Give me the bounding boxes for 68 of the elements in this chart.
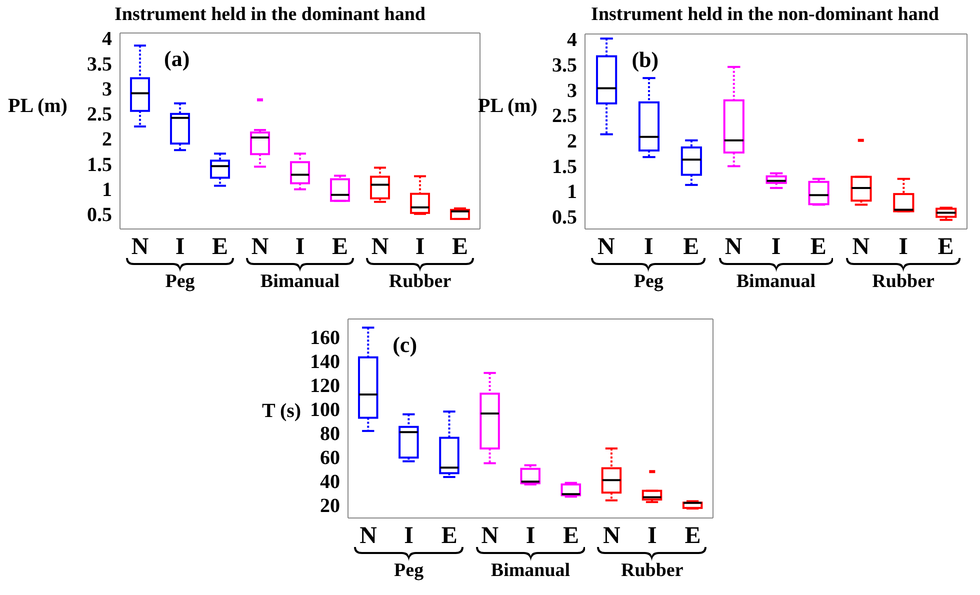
y-axis-title: PL (m) (8, 95, 68, 118)
x-tick-label: I (526, 523, 536, 550)
x-tick-label: E (441, 523, 458, 550)
annotation: (b) (632, 47, 659, 73)
x-tick-label: I (644, 234, 654, 260)
text: Bimanual (735, 271, 817, 293)
y-tick-label: 1.5 (552, 156, 577, 178)
x-tick-label: E (938, 234, 954, 260)
y-tick-label: 3.5 (552, 54, 577, 76)
y-tick-label: 100 (310, 399, 340, 422)
chart-title: Instrument held in the non-dominant hand (590, 4, 940, 26)
x-tick-label: N (724, 234, 743, 260)
chart-title: Instrument held in the dominant hand (114, 4, 426, 26)
x-tick-label: I (295, 234, 305, 260)
y-tick-label: 1 (102, 178, 112, 201)
x-tick-label: I (647, 523, 657, 550)
text: Peg (165, 271, 195, 292)
y-tick-label: 3 (102, 78, 112, 100)
y-tick-label: 80 (320, 422, 340, 445)
y-tick-label: 2 (102, 128, 112, 151)
y-tick-label: 4 (102, 28, 112, 50)
x-tick-label: I (898, 234, 908, 260)
y-tick-label: 120 (310, 375, 340, 398)
x-tick-label: E (332, 234, 348, 260)
y-tick-label: 3.5 (87, 53, 112, 76)
y-tick-label: 3 (567, 80, 577, 102)
x-tick-label: I (771, 234, 781, 260)
x-tick-label: E (212, 234, 228, 260)
y-axis-title: T (s) (262, 400, 302, 423)
y-tick-label: 4 (567, 29, 577, 52)
x-tick-label: I (175, 234, 185, 260)
y-tick-label: 40 (320, 470, 340, 493)
y-tick-label: 2 (567, 130, 577, 152)
text: Bimanual (259, 271, 341, 293)
x-tick-label: E (684, 523, 701, 550)
x-tick-label: E (810, 234, 826, 260)
x-tick-label: E (452, 234, 468, 260)
y-tick-label: 20 (320, 494, 340, 517)
x-tick-label: I (404, 523, 414, 550)
x-tick-label: N (251, 234, 270, 260)
text: Bimanual (490, 560, 572, 582)
y-axis-title: PL (m) (478, 95, 538, 118)
x-tick-label: I (415, 234, 425, 260)
x-tick-label: E (683, 234, 700, 260)
x-tick-label: N (131, 234, 150, 260)
y-tick-label: 0.5 (552, 206, 577, 228)
y-tick-label: 1 (567, 181, 577, 204)
y-tick-label: 160 (310, 327, 340, 350)
x-tick-label: N (602, 523, 621, 550)
text: Rubber (871, 271, 936, 293)
y-tick-label: 60 (320, 446, 340, 469)
text: Peg (632, 271, 664, 293)
text: Rubber (388, 271, 452, 292)
y-tick-label: 2.5 (552, 105, 577, 128)
x-tick-label: N (360, 523, 378, 550)
x-tick-label: N (852, 234, 870, 260)
y-tick-label: 2.5 (87, 104, 112, 126)
text: Rubber (621, 560, 684, 581)
y-tick-label: 1.5 (87, 154, 112, 176)
annotation: (c) (392, 332, 418, 358)
y-tick-label: 140 (310, 351, 340, 374)
x-tick-label: N (598, 234, 616, 260)
x-tick-label: E (563, 523, 580, 550)
x-tick-label: N (481, 523, 500, 550)
x-tick-label: N (371, 234, 390, 260)
annotation: (a) (164, 46, 190, 72)
text: Peg (394, 560, 424, 581)
y-tick-label: 0.5 (87, 204, 112, 226)
